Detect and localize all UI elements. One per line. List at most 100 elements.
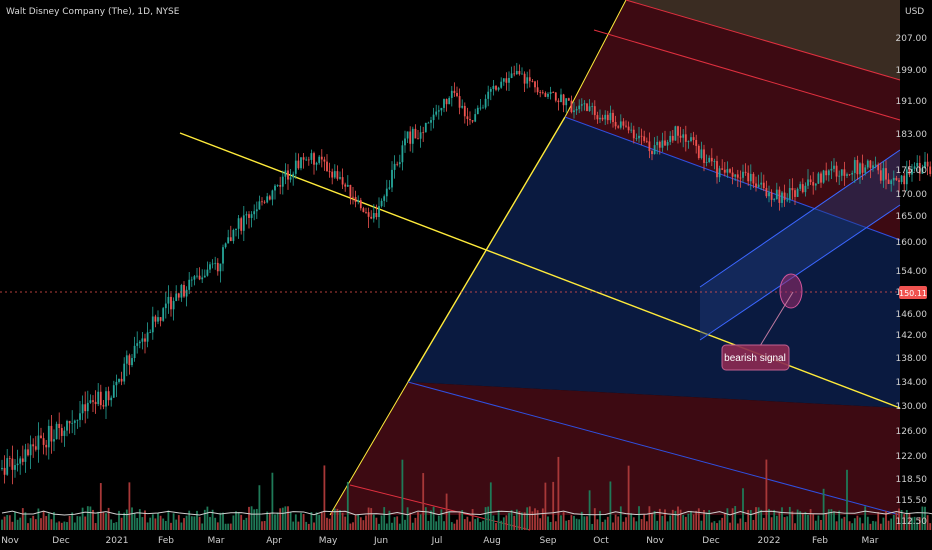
volume-bar	[250, 506, 253, 530]
volume-bar	[378, 523, 380, 530]
volume-bar	[807, 514, 809, 530]
candle-body	[749, 173, 752, 182]
volume-bar	[877, 511, 880, 530]
candle-body	[799, 184, 802, 189]
candle-body	[710, 157, 713, 162]
volume-bar	[313, 522, 315, 530]
volume-bar	[508, 512, 510, 530]
candle-body	[885, 168, 887, 180]
y-tick-label: 142.00	[896, 331, 928, 341]
pitchfork-top-line	[564, 0, 627, 118]
volume-bar	[58, 521, 61, 530]
candle-body	[588, 106, 591, 112]
candle-body	[167, 296, 170, 304]
chart-title: Walt Disney Company (The), 1D, NYSE	[6, 7, 180, 17]
volume-bar	[458, 512, 461, 530]
volume-bar	[770, 517, 773, 530]
candle-body	[110, 397, 113, 401]
upper-outer-line	[625, 0, 901, 81]
volume-bar	[713, 521, 716, 530]
candle-body	[417, 138, 419, 140]
candle-body	[222, 247, 224, 264]
candle-body	[232, 229, 235, 242]
candle-body	[864, 167, 867, 173]
volume-bar	[469, 521, 471, 530]
volume-bar	[463, 519, 466, 530]
candle-body	[554, 92, 557, 101]
volume-bar	[47, 513, 50, 530]
candle-body	[557, 100, 560, 103]
candle-body	[539, 92, 542, 94]
candle-body	[159, 317, 162, 321]
volume-bar	[237, 512, 240, 530]
volume-bar	[419, 514, 422, 530]
candle-body	[625, 125, 627, 127]
rising-channel	[699, 149, 901, 341]
volume-bar	[661, 515, 664, 530]
volume-bar	[284, 506, 287, 530]
candle-body	[471, 120, 474, 122]
volume-bar	[466, 516, 469, 530]
candle-body	[718, 168, 721, 178]
volume-bar	[105, 513, 107, 530]
volume-bar	[89, 506, 92, 530]
volume-bar	[794, 523, 796, 530]
candle-body	[346, 184, 349, 187]
volume-bar	[619, 506, 622, 530]
candle-body	[627, 126, 630, 131]
candle-body	[450, 90, 453, 98]
volume-bar	[346, 481, 349, 530]
candle-body	[263, 201, 266, 203]
volume-bar	[227, 523, 230, 530]
candle-body	[357, 200, 360, 202]
volume-bar	[705, 512, 708, 530]
candle-body	[521, 73, 523, 75]
volume-bar	[453, 523, 456, 530]
volume-bar	[307, 523, 310, 530]
volume-bar	[388, 510, 391, 530]
candle-body	[84, 404, 87, 412]
candle-body	[40, 435, 42, 439]
volume-bar	[903, 514, 906, 530]
volume-bar	[718, 520, 721, 530]
candle-body	[619, 121, 622, 128]
channel-lower-line	[699, 204, 901, 341]
candle-body	[370, 216, 373, 219]
volume-bar	[456, 519, 458, 530]
volume-bar	[648, 506, 651, 530]
candle-body	[203, 275, 206, 278]
volume-bar	[799, 511, 802, 530]
volume-bar	[820, 520, 822, 530]
candle-body	[739, 177, 742, 179]
candle-body	[541, 92, 544, 94]
volume-bar	[570, 515, 573, 530]
candle-body	[443, 99, 445, 108]
candle-body	[185, 289, 188, 297]
volume-bar	[783, 517, 786, 530]
volume-bar	[835, 521, 838, 530]
candle-body	[81, 404, 84, 414]
volume-bar	[222, 512, 224, 530]
candle-body	[396, 163, 399, 165]
candle-body	[32, 444, 35, 447]
volume-bar	[141, 517, 144, 530]
candle-body	[794, 190, 796, 197]
currency-label[interactable]: USD	[905, 7, 924, 17]
volume-bar	[723, 513, 726, 530]
volume-bar	[749, 510, 752, 530]
volume-bar	[773, 509, 776, 530]
candle-body	[877, 164, 880, 171]
volume-bar	[84, 516, 87, 530]
bearish-annotation[interactable]: bearish signal	[721, 273, 803, 371]
volume-bar	[781, 507, 783, 530]
volume-bar	[370, 508, 373, 530]
volume-bar	[138, 509, 141, 530]
volume-bar	[695, 510, 698, 530]
candle-body	[328, 171, 331, 173]
pitchfork-base-line	[407, 116, 566, 383]
candle-body	[219, 263, 222, 272]
y-tick-label: 115.50	[896, 496, 928, 506]
volume-bar	[440, 509, 443, 530]
volume-bar	[261, 521, 263, 530]
